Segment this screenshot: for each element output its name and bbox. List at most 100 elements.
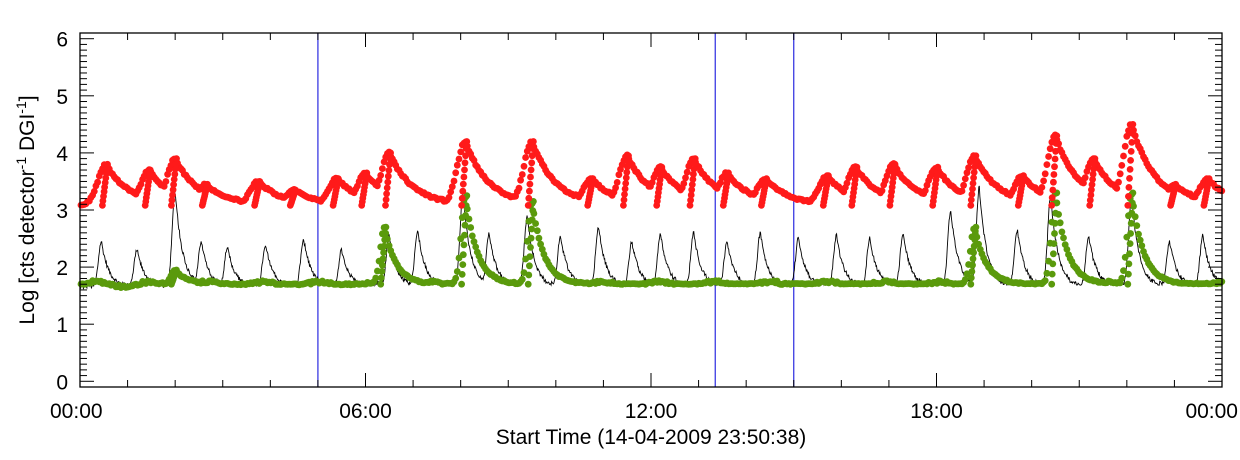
- red-series-point: [169, 191, 176, 199]
- red-series-point: [691, 160, 698, 168]
- red-series-point: [385, 167, 393, 174]
- green-series-point: [1124, 280, 1132, 288]
- green-series-point: [459, 261, 467, 268]
- green-series-point: [381, 236, 389, 244]
- red-series-point: [457, 148, 465, 156]
- red-series-point: [292, 186, 299, 194]
- red-series-point: [1088, 181, 1096, 189]
- red-series-point: [526, 187, 533, 195]
- red-series-point: [384, 178, 392, 186]
- y-axis-ticks: 0 1 2 3 4 5 6: [56, 29, 1222, 394]
- red-series-point: [1051, 163, 1058, 171]
- green-series-point: [969, 261, 976, 269]
- red-series-point: [934, 163, 942, 171]
- x-axis-ticks: 00:00 06:00 12:00 18:00 00:00: [50, 33, 1238, 423]
- red-series-point: [171, 170, 179, 178]
- green-series-point: [961, 276, 969, 283]
- red-series-point: [891, 160, 899, 168]
- red-series-point: [1205, 175, 1213, 183]
- red-series-point: [683, 168, 691, 176]
- green-series-point: [525, 271, 533, 279]
- red-series-point: [971, 157, 979, 165]
- red-series-point: [680, 180, 688, 187]
- red-series-point: [383, 184, 391, 192]
- y-tick-label: 3: [56, 200, 68, 223]
- red-series-point: [1124, 202, 1132, 209]
- green-dot-series: [77, 189, 1226, 291]
- red-series-point: [517, 176, 524, 184]
- y-tick-label: 0: [56, 371, 68, 394]
- red-series-point: [1126, 175, 1133, 182]
- red-series-point: [522, 154, 529, 161]
- green-series-point: [518, 275, 526, 283]
- red-series-point: [458, 194, 466, 202]
- red-series-point: [958, 187, 966, 195]
- red-series-point: [1046, 145, 1054, 153]
- red-series-point: [386, 161, 393, 169]
- green-series-point: [967, 274, 975, 282]
- red-series-point: [1116, 170, 1124, 178]
- red-series-point: [623, 168, 631, 176]
- red-series-point: [1090, 160, 1098, 168]
- red-series-point: [1038, 184, 1046, 191]
- vertical-marker-lines: [317, 33, 795, 387]
- green-series-point: [380, 242, 388, 250]
- green-series-point: [1133, 222, 1141, 230]
- red-series-point: [384, 172, 392, 180]
- red-series-point: [1118, 162, 1126, 169]
- red-series-point: [1129, 121, 1137, 128]
- red-series-point: [1051, 155, 1059, 163]
- green-series-point: [470, 238, 478, 246]
- green-series-point: [533, 227, 541, 235]
- red-series-point: [1040, 177, 1047, 185]
- x-tick-label: 12:00: [625, 400, 678, 423]
- red-series-point: [146, 166, 154, 174]
- red-series-point: [624, 163, 631, 171]
- red-series-point: [518, 171, 526, 178]
- green-series-point: [529, 207, 537, 215]
- green-series-point: [1052, 209, 1059, 217]
- red-series-point: [1020, 172, 1027, 180]
- red-series-point: [529, 145, 537, 153]
- red-series-point: [386, 155, 394, 163]
- y-title-sup1: -1: [13, 157, 29, 170]
- red-series-point: [447, 188, 455, 196]
- green-series-point: [377, 274, 385, 282]
- y-tick-label: 1: [56, 314, 68, 337]
- green-series-point: [527, 244, 534, 251]
- red-series-point: [173, 155, 180, 163]
- y-title-main: Log [cts detector: [16, 169, 39, 324]
- green-series-point: [969, 255, 977, 263]
- green-series-point: [1049, 260, 1057, 268]
- red-series-point: [965, 164, 972, 172]
- green-series-point: [453, 268, 461, 275]
- red-series-point: [624, 157, 632, 165]
- green-series-point: [1120, 267, 1127, 274]
- red-series-point: [1089, 176, 1096, 183]
- green-series-point: [1058, 228, 1066, 236]
- green-series-point: [1050, 240, 1058, 248]
- red-series-point: [689, 176, 697, 183]
- red-series-point: [688, 186, 696, 194]
- red-series-point: [382, 196, 390, 204]
- red-series-point: [170, 181, 178, 189]
- red-series-point: [1045, 153, 1052, 160]
- green-series-point: [379, 261, 386, 269]
- red-series-point: [690, 165, 698, 173]
- green-series-point: [458, 271, 466, 278]
- red-series-point: [763, 175, 770, 183]
- red-series-point: [1126, 166, 1134, 173]
- red-series-point: [968, 191, 976, 198]
- green-series-point: [1128, 209, 1136, 217]
- red-series-point: [1129, 130, 1136, 137]
- red-series-point: [691, 155, 699, 163]
- red-series-point: [682, 174, 689, 182]
- red-series-point: [459, 180, 467, 188]
- green-series-point: [1051, 230, 1058, 237]
- green-series-point: [1041, 277, 1049, 284]
- red-series-point: [1048, 202, 1056, 209]
- red-series-point: [1041, 170, 1049, 178]
- y-tick-label: 2: [56, 257, 68, 280]
- red-series-point: [461, 166, 468, 174]
